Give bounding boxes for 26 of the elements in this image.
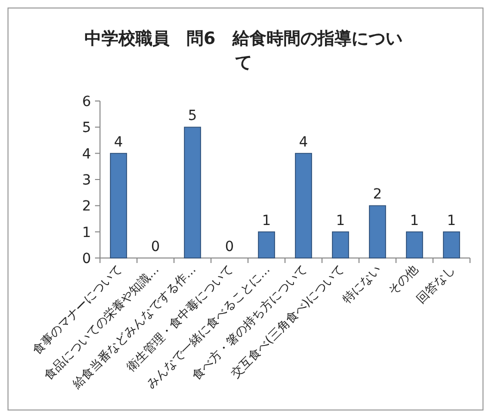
bar <box>184 126 202 258</box>
data-label: 0 <box>151 239 160 255</box>
bar <box>294 152 312 258</box>
data-label: 4 <box>114 134 124 150</box>
data-label: 1 <box>336 212 345 229</box>
bar <box>332 231 350 258</box>
data-label: 1 <box>410 212 419 229</box>
data-label: 2 <box>373 186 382 203</box>
data-label: 1 <box>447 212 456 229</box>
bar <box>110 152 128 258</box>
y-tick-label: 2 <box>82 198 91 215</box>
bar <box>368 205 386 258</box>
bar <box>442 231 460 258</box>
data-label: 1 <box>262 212 271 229</box>
chart-title: 中学校職員 問6 給食時間の指導について <box>84 29 402 73</box>
data-label: 0 <box>225 239 234 255</box>
bar <box>406 231 424 258</box>
y-tick-label: 6 <box>82 94 92 110</box>
y-tick-label: 4 <box>82 146 92 162</box>
data-label: 4 <box>299 134 308 150</box>
y-tick-label: 1 <box>82 224 91 241</box>
y-tick-label: 5 <box>82 120 91 136</box>
data-label: 5 <box>188 108 197 124</box>
y-tick-label: 0 <box>82 251 91 267</box>
bar <box>258 231 276 258</box>
y-tick-label: 3 <box>82 172 91 188</box>
